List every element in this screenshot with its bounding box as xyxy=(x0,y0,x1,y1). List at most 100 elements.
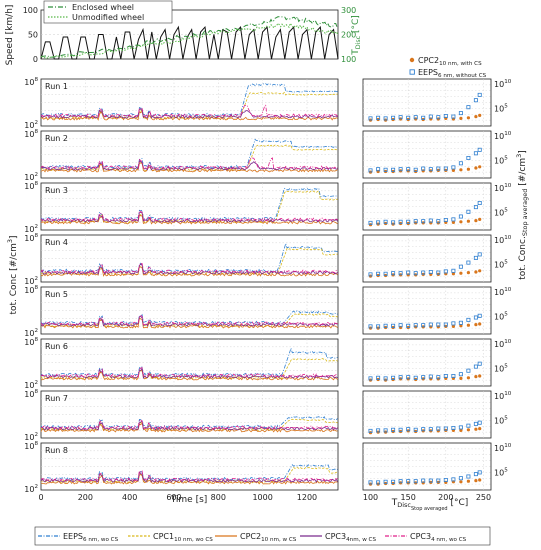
scatter-point-eeps xyxy=(406,427,411,432)
scatter-point-eeps xyxy=(376,428,381,433)
scatter-y-tick-high: 1010 xyxy=(494,391,512,401)
run-y-tick-bottom: 102 xyxy=(24,328,38,338)
scatter-point-eeps xyxy=(413,219,418,224)
scatter-point-eeps xyxy=(443,166,448,171)
scatter-point-eeps xyxy=(451,477,456,482)
scatter-point-cpc2 xyxy=(459,220,463,224)
scatter-point-eeps xyxy=(421,270,426,275)
scatter-point-eeps xyxy=(406,479,411,484)
scatter-point-eeps xyxy=(413,167,418,172)
scatter-point-cpc2 xyxy=(474,323,478,327)
scatter-point-cpc2 xyxy=(474,166,478,170)
scatter-point-eeps xyxy=(473,151,478,156)
run-series-line-cpc3_4nm xyxy=(40,420,338,431)
scatter-point-eeps xyxy=(458,264,463,269)
scatter-point-eeps xyxy=(451,425,456,430)
scatter-point-eeps xyxy=(428,322,433,327)
scatter-point-eeps xyxy=(477,313,482,318)
run-panel: Run 5 108 102 xyxy=(24,285,339,338)
scatter-point-eeps xyxy=(428,269,433,274)
scatter-y-tick-high: 1010 xyxy=(494,443,512,453)
run-panel: Run 2 108 102 xyxy=(24,129,339,182)
scatter-y-tick-high: 1010 xyxy=(494,79,512,89)
scatter-point-eeps xyxy=(413,479,418,484)
speed-series-line xyxy=(40,25,339,60)
scatter-y-tick-mid: 105 xyxy=(494,155,508,165)
run-y-tick-top: 108 xyxy=(24,233,38,243)
scatter-point-eeps xyxy=(413,323,418,328)
scatter-y-tick-mid: 105 xyxy=(494,467,508,477)
x-tick-label: 400 xyxy=(122,493,137,502)
scatter-point-eeps xyxy=(383,271,388,276)
run-series-line-eeps xyxy=(40,187,338,221)
bottom-legend-label: CPC210 nm, w CS xyxy=(240,532,297,543)
legend-enclosed-label: Enclosed wheel xyxy=(72,3,134,12)
scatter-point-cpc2 xyxy=(474,115,478,119)
scatter-point-cpc2 xyxy=(478,165,482,169)
scatter-point-eeps xyxy=(383,376,388,381)
scatter-point-eeps xyxy=(398,115,403,120)
scatter-point-eeps xyxy=(376,324,381,329)
scatter-point-cpc2 xyxy=(466,167,470,171)
scatter-panel: 1010 105 xyxy=(362,182,512,231)
legend-eeps-label: EEPS6 nm, without CS xyxy=(418,68,487,79)
scatter-y-tick-mid: 105 xyxy=(494,363,508,373)
scatter-point-eeps xyxy=(391,115,396,120)
right-y-axis-label: tot. Conc.Stop averaged [#/cm3] xyxy=(515,150,529,280)
scatter-y-tick-mid: 105 xyxy=(494,259,508,269)
scatter-point-cpc2 xyxy=(474,219,478,223)
x-axis-label: Time [s] xyxy=(170,495,208,505)
scatter-panel: 1010 105 xyxy=(362,78,512,127)
scatter-point-eeps xyxy=(413,115,418,120)
scatter-point-eeps xyxy=(406,167,411,172)
x-tick-label: 800 xyxy=(211,493,226,502)
scatter-point-eeps xyxy=(443,322,448,327)
run-series-line-cpc3_4nm xyxy=(41,160,338,171)
scatter-point-eeps xyxy=(421,323,426,328)
scatter-point-eeps xyxy=(406,219,411,224)
tdisc-tick-label: 100 xyxy=(341,55,356,64)
stop-averaged-panels: 1010105101010510101051010105101010510101… xyxy=(362,56,512,502)
scatter-point-cpc2 xyxy=(478,374,482,378)
scatter-point-eeps xyxy=(477,252,482,257)
scatter-point-eeps xyxy=(436,478,441,483)
x-tick-label: 600 xyxy=(166,493,181,502)
tdisc-unmodified-series-line xyxy=(40,22,339,59)
scatter-point-eeps xyxy=(466,155,471,160)
speed-temperature-panel: 0 50 100 100 200 300 Enclosed wheelUnmodified … xyxy=(5,0,362,65)
scatter-point-eeps xyxy=(398,479,403,484)
scatter-point-eeps xyxy=(436,270,441,275)
scatter-point-eeps xyxy=(413,427,418,432)
run-y-tick-top: 108 xyxy=(24,77,38,87)
run-series-line-cpc2 xyxy=(40,214,338,225)
run-y-tick-bottom: 102 xyxy=(24,172,38,182)
scatter-point-eeps xyxy=(443,269,448,274)
scatter-point-eeps xyxy=(466,474,471,479)
scatter-point-cpc2 xyxy=(459,116,463,120)
run-y-tick-bottom: 102 xyxy=(24,120,38,130)
run-label: Run 6 xyxy=(45,342,68,351)
scatter-point-eeps xyxy=(451,268,456,273)
scatter-y-tick-high: 1010 xyxy=(494,339,512,349)
run-series-line-cpc2 xyxy=(40,370,338,381)
run-series-line-cpc1 xyxy=(40,247,338,276)
scatter-panel: 1010 105 xyxy=(362,338,512,387)
scatter-x-tick-label: 250 xyxy=(476,493,491,502)
scatter-point-eeps xyxy=(391,220,396,225)
scatter-panel: 1010 105 100 150 200 250 xyxy=(362,442,512,502)
scatter-y-tick-high: 1010 xyxy=(494,183,512,193)
run-series-line-cpc3_wo xyxy=(40,418,338,430)
scatter-point-eeps xyxy=(391,167,396,172)
tdisc-tick-label: 200 xyxy=(341,31,356,40)
scatter-point-eeps xyxy=(428,427,433,432)
scatter-point-cpc2 xyxy=(459,324,463,328)
scatter-point-eeps xyxy=(436,375,441,380)
scatter-point-eeps xyxy=(406,270,411,275)
run-series-line-cpc2 xyxy=(40,473,338,485)
run-series-line-cpc3_wo xyxy=(40,314,338,326)
axis-labels: tot. Conc [#/cm3] tot. Conc.Stop averaged… xyxy=(6,150,529,512)
